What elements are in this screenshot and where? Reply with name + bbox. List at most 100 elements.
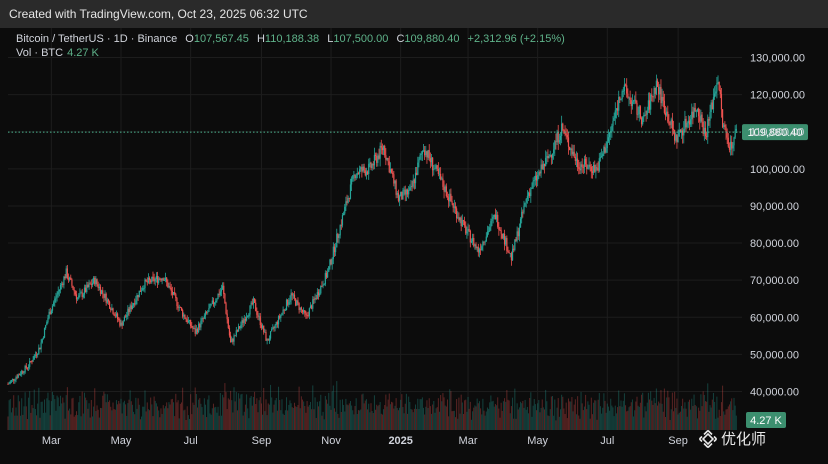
- volume-bar: [242, 415, 244, 430]
- volume-bar: [649, 399, 651, 430]
- candle-body: [10, 380, 13, 382]
- close-value: 109,880.40: [404, 33, 460, 45]
- volume-bar: [458, 397, 460, 430]
- candle-body: [64, 276, 66, 279]
- volume-bar: [706, 401, 708, 430]
- candle-body: [235, 330, 237, 336]
- candle-body: [417, 162, 419, 175]
- candle-body: [293, 294, 296, 299]
- volume-bar: [639, 402, 641, 430]
- candle-body: [170, 287, 172, 292]
- candle-body: [461, 220, 463, 227]
- candle-body: [517, 231, 519, 237]
- candle-body: [489, 227, 491, 232]
- volume-bar: [138, 404, 140, 430]
- volume-bar: [252, 396, 254, 430]
- volume-bar: [150, 397, 152, 430]
- candle-body: [563, 129, 565, 134]
- volume-bar: [223, 397, 225, 430]
- volume-bar: [383, 409, 385, 430]
- candle-body: [19, 374, 22, 376]
- volume-bar: [323, 419, 325, 430]
- candle-body: [305, 313, 307, 315]
- candle-body: [216, 299, 218, 301]
- volume-bar: [666, 397, 668, 430]
- candle-body: [317, 292, 320, 296]
- x-tick-label: Mar: [42, 435, 61, 447]
- candle-body: [623, 84, 626, 92]
- volume-bar: [199, 398, 201, 430]
- candle-body: [599, 157, 602, 159]
- volume-bar: [254, 391, 256, 430]
- volume-bar: [415, 404, 417, 430]
- candle-body: [593, 165, 595, 173]
- candle-body: [606, 141, 608, 149]
- volume-bar: [133, 411, 135, 430]
- volume-bar: [103, 391, 105, 430]
- watermark-text: 优化师: [721, 431, 767, 448]
- chart-area[interactable]: 109,880.40 4.27 K 130,000.00 120,000.00 110…: [0, 28, 828, 464]
- volume-bar: [461, 402, 463, 430]
- volume-bar: [591, 414, 593, 430]
- candle-body: [257, 314, 259, 317]
- volume-bar: [452, 410, 454, 430]
- volume-bar: [498, 408, 500, 430]
- candle-body: [156, 276, 159, 283]
- volume-bar: [369, 412, 371, 430]
- candle-body: [160, 279, 162, 281]
- volume-bar: [42, 412, 44, 430]
- volume-bar: [351, 405, 353, 430]
- volume-bar: [379, 402, 381, 430]
- volume-bar: [533, 398, 535, 430]
- candle-body: [341, 215, 344, 226]
- candle-body: [419, 154, 421, 160]
- candle-body: [78, 295, 80, 299]
- candle-body: [54, 298, 56, 303]
- candle-body: [123, 316, 126, 322]
- candle-body: [534, 175, 536, 181]
- candle-body: [400, 192, 402, 197]
- volume-bar: [141, 416, 143, 430]
- candle-body: [377, 155, 379, 163]
- candle-body: [545, 157, 547, 167]
- candle-body: [479, 249, 482, 251]
- volume-bar: [376, 404, 378, 430]
- volume-bar: [630, 402, 632, 430]
- candlestick-chart[interactable]: 109,880.40 4.27 K 130,000.00 120,000.00 110…: [0, 28, 828, 464]
- volume-bar: [441, 401, 443, 430]
- candle-body: [473, 238, 475, 247]
- volume-bar: [700, 394, 702, 430]
- volume-bar: [526, 406, 528, 430]
- candle-body: [196, 328, 199, 332]
- candle-body: [272, 327, 274, 330]
- volume-bar: [284, 410, 286, 430]
- volume-bar: [155, 403, 157, 430]
- candle-body: [225, 303, 227, 314]
- candle-body: [577, 158, 579, 168]
- volume-bar: [490, 395, 492, 430]
- candle-body: [191, 325, 193, 328]
- candle-body: [347, 197, 349, 203]
- x-tick-label: Mar: [459, 435, 478, 447]
- volume-bar: [62, 397, 64, 430]
- volume-bar: [617, 407, 619, 430]
- volume-bar: [456, 398, 458, 430]
- candle-body: [692, 111, 694, 118]
- x-tick-label: Nov: [321, 435, 341, 447]
- candle-body: [477, 246, 479, 253]
- volume-bar: [266, 415, 268, 430]
- volume-bar: [517, 409, 519, 430]
- candle-body: [591, 171, 594, 173]
- candle-body: [631, 101, 634, 107]
- candle-body: [404, 189, 406, 195]
- volume-bar: [137, 398, 139, 430]
- candle-body: [41, 338, 43, 343]
- candle-body: [232, 338, 234, 342]
- volume-bar: [246, 394, 248, 430]
- volume-bar: [603, 393, 605, 430]
- volume-bar: [117, 404, 119, 430]
- candle-body: [565, 133, 567, 136]
- candle-body: [357, 173, 360, 174]
- volume-bar: [725, 409, 727, 430]
- volume-bar: [230, 390, 232, 430]
